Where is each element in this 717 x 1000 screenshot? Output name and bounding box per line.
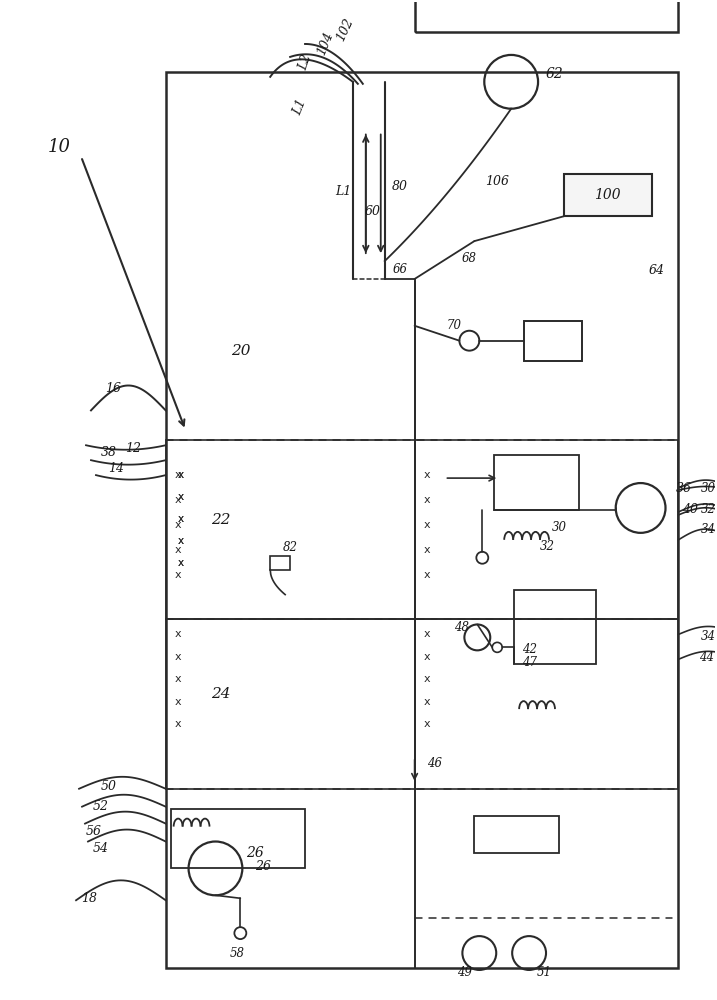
Bar (166, 72, 678, 968)
Text: 106: 106 (485, 175, 509, 188)
Text: x: x (423, 719, 430, 729)
Text: x: x (423, 495, 430, 505)
Text: 46: 46 (427, 757, 442, 770)
Text: x: x (178, 558, 184, 568)
Text: 26: 26 (247, 846, 264, 860)
Text: 49: 49 (457, 966, 472, 979)
Text: 60: 60 (365, 205, 381, 218)
Text: 18: 18 (81, 892, 97, 905)
Text: 66: 66 (392, 263, 407, 276)
Text: L1: L1 (335, 185, 351, 198)
Text: 34: 34 (701, 630, 716, 643)
Text: x: x (423, 520, 430, 530)
Text: 64: 64 (649, 264, 665, 277)
Text: x: x (423, 652, 430, 662)
Text: x: x (178, 536, 184, 546)
Text: 44: 44 (699, 651, 714, 664)
Text: 82: 82 (282, 541, 298, 554)
Text: 58: 58 (230, 947, 245, 960)
Text: 36: 36 (675, 482, 691, 495)
Text: L2: L2 (296, 52, 314, 72)
Text: 47: 47 (521, 656, 536, 669)
Text: x: x (178, 558, 184, 568)
Text: x: x (174, 652, 181, 662)
Bar (171, 809, 305, 868)
Text: x: x (174, 545, 181, 555)
Text: 40: 40 (683, 503, 698, 516)
Text: 50: 50 (101, 780, 117, 793)
Text: x: x (174, 719, 181, 729)
Text: 51: 51 (536, 966, 551, 979)
Bar (270, 556, 290, 570)
Text: 52: 52 (93, 800, 109, 813)
Text: 30: 30 (551, 521, 566, 534)
Text: 30: 30 (701, 482, 716, 495)
Text: 32: 32 (539, 540, 554, 553)
Text: x: x (423, 470, 430, 480)
Text: x: x (178, 470, 184, 480)
Text: x: x (178, 470, 184, 480)
Text: 24: 24 (211, 687, 230, 701)
Text: 42: 42 (521, 643, 536, 656)
Text: 16: 16 (105, 382, 121, 395)
Text: x: x (178, 514, 184, 524)
Text: 26: 26 (255, 860, 271, 873)
Text: 62: 62 (545, 67, 563, 81)
Text: x: x (174, 520, 181, 530)
Bar (475, 816, 559, 853)
Text: x: x (423, 570, 430, 580)
Text: 12: 12 (125, 442, 141, 455)
Text: x: x (178, 492, 184, 502)
Text: x: x (174, 697, 181, 707)
Text: x: x (423, 629, 430, 639)
Text: x: x (178, 536, 184, 546)
Bar (494, 455, 579, 510)
Text: 68: 68 (462, 252, 477, 265)
Text: 56: 56 (86, 825, 102, 838)
Text: 54: 54 (93, 842, 109, 855)
Bar (524, 321, 582, 361)
Bar (414, 440, 678, 619)
Text: 104: 104 (315, 30, 336, 58)
Text: x: x (174, 470, 181, 480)
Bar (166, 440, 414, 619)
Text: 38: 38 (101, 446, 117, 459)
Text: x: x (178, 492, 184, 502)
Text: x: x (423, 545, 430, 555)
Text: x: x (178, 514, 184, 524)
Bar (564, 174, 652, 216)
Text: 14: 14 (108, 462, 124, 475)
Text: 100: 100 (594, 188, 621, 202)
Text: 48: 48 (454, 621, 469, 634)
Text: 34: 34 (701, 523, 716, 536)
Bar (414, 619, 678, 789)
Bar (514, 590, 596, 664)
Text: 80: 80 (391, 180, 408, 193)
Text: 102: 102 (334, 16, 356, 44)
Text: x: x (423, 697, 430, 707)
Text: L1: L1 (291, 97, 309, 117)
Bar (414, 0, 678, 32)
Text: 10: 10 (47, 138, 71, 156)
Text: x: x (174, 674, 181, 684)
Text: x: x (174, 629, 181, 639)
Text: x: x (174, 570, 181, 580)
Text: 22: 22 (211, 513, 230, 527)
Text: 32: 32 (701, 503, 716, 516)
Text: x: x (423, 674, 430, 684)
Bar (166, 619, 414, 789)
Text: 70: 70 (447, 319, 462, 332)
Text: x: x (174, 495, 181, 505)
Text: 20: 20 (231, 344, 250, 358)
